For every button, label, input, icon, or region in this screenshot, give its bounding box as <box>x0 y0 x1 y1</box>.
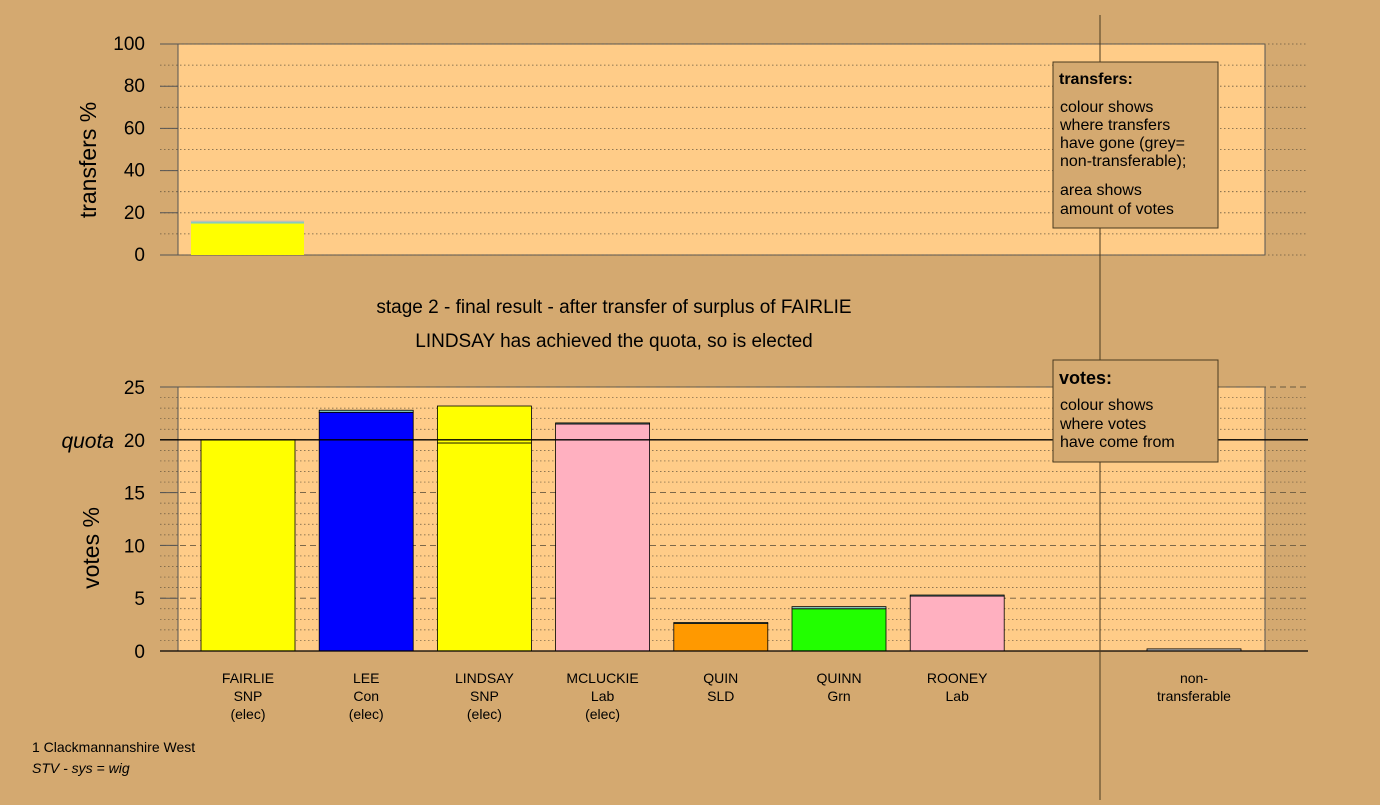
votes-legend-line: where votes <box>1059 416 1146 433</box>
transfers-legend-line: non-transferable); <box>1060 153 1186 170</box>
transfers-legend-line: have gone (grey= <box>1060 135 1185 152</box>
votes-tick-label: 10 <box>124 536 145 557</box>
vote-bar-segment <box>555 423 650 652</box>
vote-bar-segment <box>436 405 532 444</box>
transfers-legend-line: amount of votes <box>1060 201 1174 218</box>
candidate-name-label: MCLUCKIE <box>566 670 638 686</box>
transfers-y-ticks: 0 20 40 60 80 100 <box>113 34 178 266</box>
votes-bars <box>200 405 1242 652</box>
candidate-party-label: SNP <box>470 688 499 704</box>
vote-bar-segment <box>673 622 769 624</box>
transfers-tick-label: 40 <box>124 161 145 182</box>
votes-tick-label: 25 <box>124 378 145 399</box>
candidate-status-label: (elec) <box>585 706 620 722</box>
candidate-status-label: (elec) <box>467 706 502 722</box>
transfers-tick-label: 0 <box>134 245 145 266</box>
votes-legend-line: colour shows <box>1060 397 1153 414</box>
candidate-labels: FAIRLIE SNP (elec) LEE Con (elec) LINDSAY SNP (e… <box>222 670 1231 722</box>
candidate-status-label: (elec) <box>349 706 384 722</box>
transfers-legend-title: transfers: <box>1059 71 1133 88</box>
candidate-name-label: FAIRLIE <box>222 670 274 686</box>
vote-bar-segment <box>436 442 532 652</box>
candidate-name-label: ROONEY <box>927 670 988 686</box>
votes-y-axis-label: votes % <box>78 507 104 589</box>
candidate-name-label: LEE <box>353 670 379 686</box>
footer-system: STV - sys = wig <box>32 760 130 776</box>
vote-bar-segment <box>555 422 650 425</box>
candidate-name-label: QUINN <box>816 670 861 686</box>
candidate-party-label: Lab <box>946 688 970 704</box>
votes-tick-label: 15 <box>124 484 145 505</box>
vote-bar-segment <box>318 409 414 413</box>
transfers-tick-label: 100 <box>113 34 145 55</box>
candidate-status-label: (elec) <box>230 706 265 722</box>
transfers-tick-label: 20 <box>124 203 145 224</box>
nontransferable-label: non- <box>1180 670 1208 686</box>
transfer-bar-segment <box>191 223 304 255</box>
candidate-party-label: SLD <box>707 688 734 704</box>
vote-bar-segment <box>909 595 1005 652</box>
transfers-tick-label: 80 <box>124 76 145 97</box>
vote-bar-segment <box>200 439 296 652</box>
footer-area: 1 Clackmannanshire West <box>32 739 195 755</box>
transfers-tick-label: 60 <box>124 118 145 139</box>
candidate-name-label: LINDSAY <box>455 670 515 686</box>
transfer-bar-segment <box>191 220 304 222</box>
candidate-party-label: Con <box>353 688 379 704</box>
stage-subtitle: LINDSAY has achieved the quota, so is el… <box>415 331 813 352</box>
votes-tick-label: 20 <box>124 431 145 452</box>
vote-bar-segment <box>318 411 414 652</box>
transfers-legend: transfers: colour shows where transfers … <box>1052 61 1219 229</box>
votes-y-ticks: 0 5 10 15 20 25 <box>124 378 178 663</box>
candidate-name-label: QUIN <box>703 670 738 686</box>
transfers-y-axis-label: transfers % <box>75 102 101 218</box>
transfers-bars <box>191 220 304 255</box>
candidate-party-label: Grn <box>827 688 850 704</box>
vote-bar-segment <box>909 594 1005 597</box>
transfers-legend-line: area shows <box>1060 182 1142 199</box>
votes-legend-line: have come from <box>1060 434 1175 451</box>
votes-tick-label: 0 <box>134 642 145 663</box>
transfers-legend-line: where transfers <box>1059 117 1170 134</box>
votes-legend-title: votes: <box>1059 368 1112 388</box>
quota-label: quota <box>61 430 114 453</box>
stage-title: stage 2 - final result - after transfer … <box>376 297 851 318</box>
vote-bar-segment <box>791 606 887 610</box>
votes-tick-label: 5 <box>134 589 145 610</box>
vote-bar-segment <box>673 623 769 652</box>
candidate-party-label: Lab <box>591 688 615 704</box>
candidate-party-label: SNP <box>234 688 263 704</box>
transfers-legend-line: colour shows <box>1060 99 1153 116</box>
votes-legend: votes: colour shows where votes have com… <box>1052 359 1219 463</box>
transfer-bar-segment <box>191 221 304 224</box>
vote-bar-segment <box>791 608 887 652</box>
nontransferable-label: transferable <box>1157 688 1231 704</box>
